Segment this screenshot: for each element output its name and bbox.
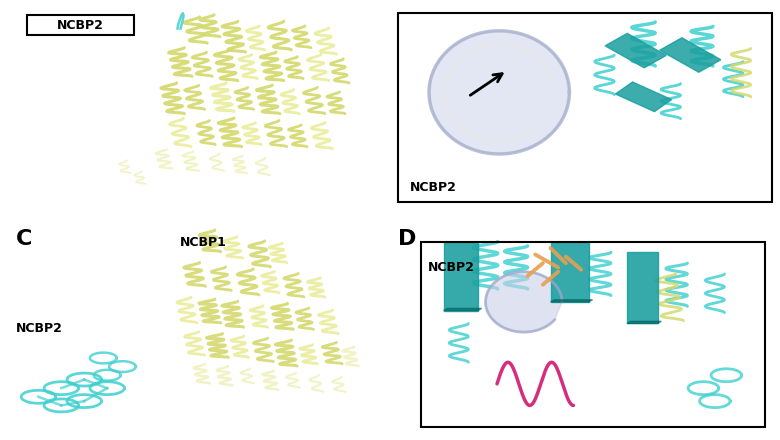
Bar <box>27 15 134 35</box>
Polygon shape <box>429 31 569 154</box>
Polygon shape <box>627 252 658 323</box>
Text: NCBP2: NCBP2 <box>16 322 62 335</box>
Text: D: D <box>398 229 416 249</box>
Text: NCBP2: NCBP2 <box>428 261 475 274</box>
Text: NCBP1: NCBP1 <box>180 236 227 249</box>
Polygon shape <box>551 300 593 302</box>
Polygon shape <box>486 272 562 332</box>
Text: NCBP2: NCBP2 <box>57 19 104 32</box>
Polygon shape <box>605 33 666 68</box>
Polygon shape <box>615 82 672 112</box>
Polygon shape <box>660 38 721 72</box>
Text: C: C <box>16 229 32 249</box>
Bar <box>398 13 772 202</box>
Polygon shape <box>627 321 661 323</box>
Text: NCBP2: NCBP2 <box>410 180 456 194</box>
Bar <box>420 242 764 427</box>
Polygon shape <box>444 308 482 311</box>
Polygon shape <box>551 242 589 302</box>
Polygon shape <box>444 242 478 311</box>
